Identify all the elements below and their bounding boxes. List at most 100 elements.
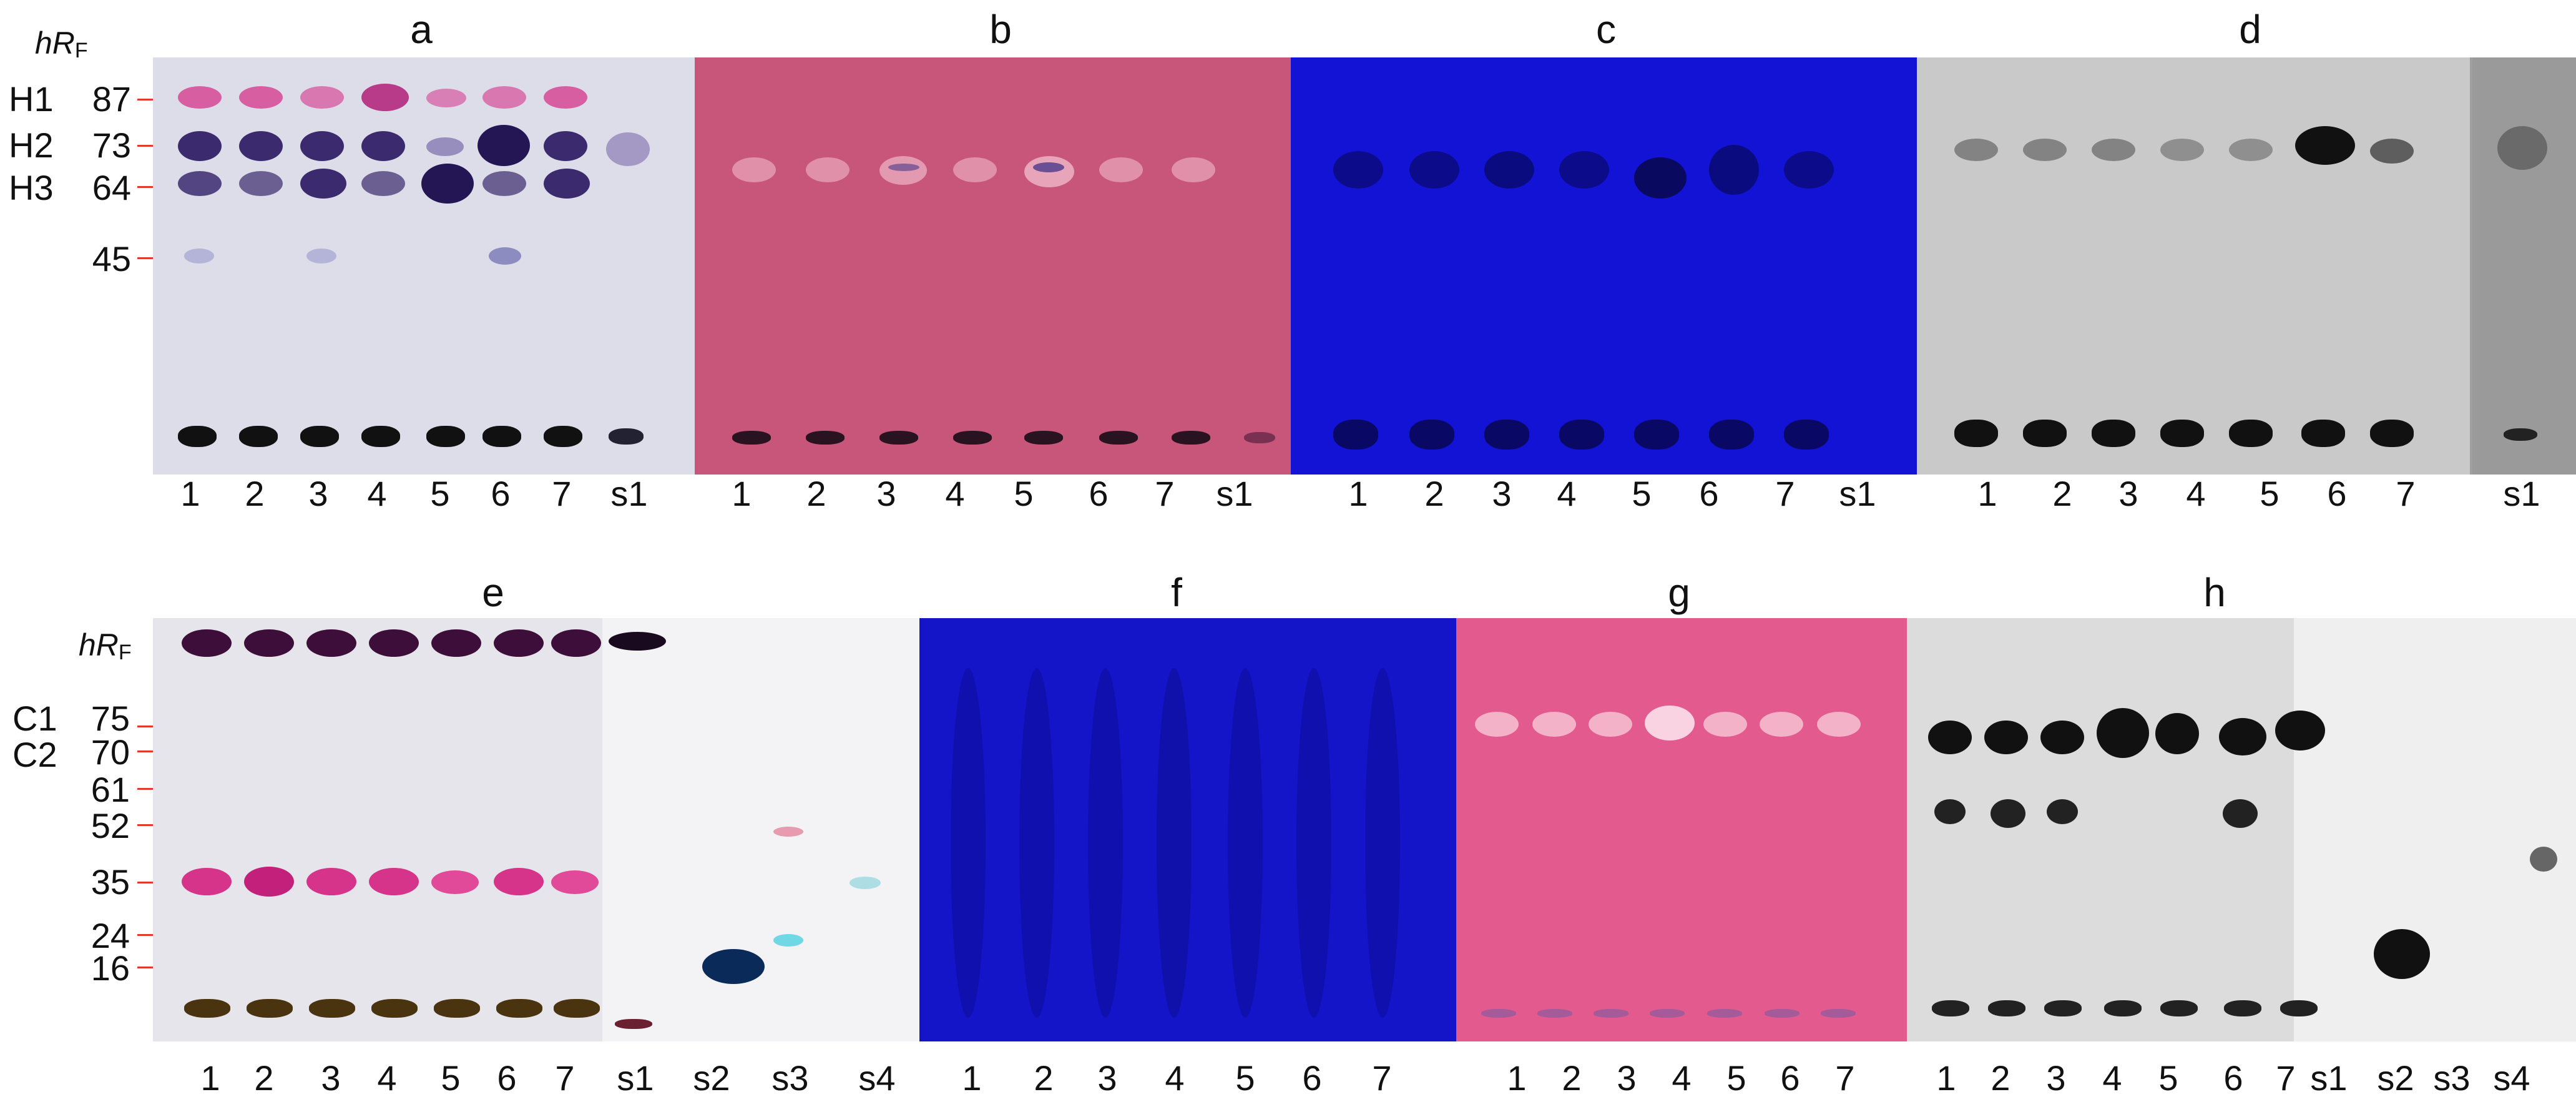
band (2370, 139, 2414, 164)
lane-label: 6 (497, 1058, 517, 1098)
band-dark (2155, 713, 2199, 754)
band-h2 (300, 131, 344, 161)
band-h1 (482, 86, 526, 109)
lane-label: s2 (2377, 1058, 2414, 1098)
band (1172, 157, 1215, 182)
origin-spot (2160, 420, 2204, 447)
lane-label: 3 (1617, 1058, 1637, 1098)
band-dark (2040, 721, 2084, 754)
band-dark (2047, 799, 2078, 824)
lane-label: 2 (245, 474, 265, 513)
band-h3 (239, 171, 283, 196)
lane-label: 4 (367, 474, 387, 513)
band-dark (1934, 799, 1966, 824)
lane-label: s1 (610, 474, 648, 513)
plate-a (153, 57, 695, 475)
origin-spot (1244, 432, 1275, 443)
lane-label: 1 (732, 474, 752, 513)
panel-label-a: a (410, 7, 433, 52)
lane-label: 3 (876, 474, 896, 513)
origin-spot (371, 999, 418, 1018)
lane-label: 7 (1372, 1058, 1392, 1098)
origin-spot (2301, 420, 2345, 447)
origin-spot (1954, 420, 1998, 447)
rf-value-52: 52 (91, 806, 130, 845)
origin-spot (1484, 420, 1529, 450)
band-s4 (850, 877, 881, 889)
band-streak (1157, 668, 1192, 1018)
rf-value-73: 73 (92, 125, 131, 165)
rf-tick-35 (137, 882, 166, 883)
band-h3 (482, 171, 526, 196)
lane-label: 3 (1492, 474, 1512, 513)
lane-label: 6 (1089, 474, 1109, 513)
lane-label: 5 (430, 474, 450, 513)
panel-label-h: h (2203, 570, 2226, 615)
lane-label: 2 (806, 474, 826, 513)
band (2229, 139, 2273, 161)
lane-label: 4 (1557, 474, 1577, 513)
band-h2 (239, 131, 283, 161)
origin-spot (1634, 420, 1679, 450)
band-light (1817, 712, 1861, 737)
rf-value-16: 16 (91, 948, 130, 988)
plate-separator (2470, 57, 2472, 475)
origin-spot (1099, 431, 1138, 445)
band (2092, 139, 2135, 161)
band-35 (431, 870, 479, 894)
rf-tick-70 (137, 750, 166, 752)
band-top (182, 629, 232, 657)
lane-label: 4 (377, 1058, 397, 1098)
lane-label: 3 (308, 474, 328, 513)
plate-d (1917, 57, 2576, 475)
lane-label: s4 (2493, 1058, 2530, 1098)
band-h1 (239, 86, 283, 109)
rf-value-87: 87 (92, 79, 131, 119)
rf-value-35: 35 (91, 862, 130, 902)
lane-label: s4 (858, 1058, 896, 1098)
lane-label: 1 (200, 1058, 220, 1098)
lane-label: s1 (1216, 474, 1253, 513)
band (2160, 139, 2204, 161)
origin-spot (1594, 1009, 1628, 1018)
origin-spot (953, 431, 992, 445)
origin-spot (434, 999, 480, 1018)
lane-label: 3 (2118, 474, 2138, 513)
band-s4 (2530, 847, 2557, 872)
lane-label: 6 (2223, 1058, 2243, 1098)
lane-label: 4 (1672, 1058, 1692, 1098)
rf-value-61: 61 (91, 770, 130, 809)
band-dark (1928, 721, 1972, 754)
band (1954, 139, 1998, 161)
lane-label: 2 (1424, 474, 1444, 513)
band-dark (2223, 799, 2258, 828)
component-label-c1: C1 (12, 699, 57, 738)
band-h2 (361, 131, 405, 161)
band-35 (306, 868, 356, 895)
lane-label: 5 (2158, 1058, 2178, 1098)
origin-spot (1784, 420, 1829, 450)
band-h3 (421, 164, 474, 204)
origin-spot (544, 426, 582, 447)
band-streak (1088, 668, 1123, 1018)
band (732, 157, 776, 182)
band-top (306, 629, 356, 657)
band (1559, 151, 1609, 189)
lane-label: 2 (2052, 474, 2072, 513)
origin-spot (554, 999, 600, 1018)
origin-spot (1932, 1000, 1969, 1016)
plate-e (153, 618, 919, 1041)
lane-label: s1 (2310, 1058, 2348, 1098)
band-dark (2219, 718, 2266, 755)
band (1409, 151, 1459, 189)
rf-tick-64 (137, 186, 166, 188)
lane-label: 6 (1302, 1058, 1322, 1098)
lane-label: 7 (1155, 474, 1175, 513)
hrf-label-top: hRF (35, 26, 88, 62)
rf-value-70: 70 (91, 732, 130, 772)
lane-label: s1 (1839, 474, 1876, 513)
band-h3 (300, 169, 346, 199)
band (1333, 151, 1383, 189)
origin-spot (361, 426, 400, 447)
lane-label: s3 (2433, 1058, 2471, 1098)
